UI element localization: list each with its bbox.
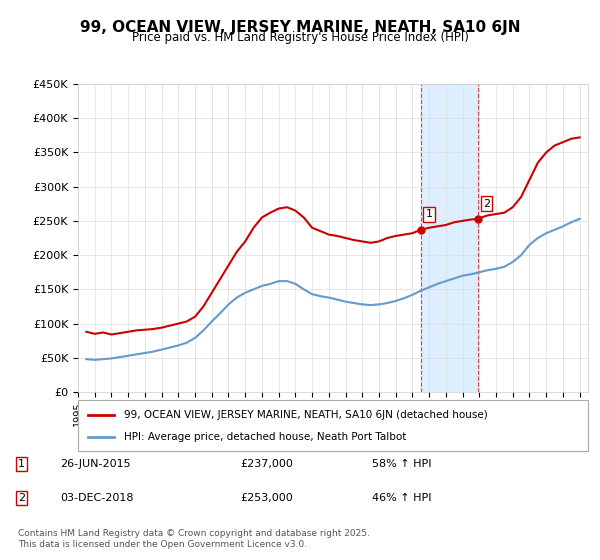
Text: 2: 2 [18,493,25,503]
Text: 1: 1 [18,459,25,469]
Text: Price paid vs. HM Land Registry's House Price Index (HPI): Price paid vs. HM Land Registry's House … [131,31,469,44]
Text: 03-DEC-2018: 03-DEC-2018 [60,493,133,503]
Text: HPI: Average price, detached house, Neath Port Talbot: HPI: Average price, detached house, Neat… [124,432,406,442]
FancyBboxPatch shape [78,400,588,451]
Text: 46% ↑ HPI: 46% ↑ HPI [372,493,431,503]
Text: 99, OCEAN VIEW, JERSEY MARINE, NEATH, SA10 6JN: 99, OCEAN VIEW, JERSEY MARINE, NEATH, SA… [80,20,520,35]
Text: 2: 2 [483,198,490,208]
Text: £253,000: £253,000 [240,493,293,503]
Bar [421,84,478,392]
Text: 58% ↑ HPI: 58% ↑ HPI [372,459,431,469]
Text: 1: 1 [425,209,433,220]
Text: £237,000: £237,000 [240,459,293,469]
Text: Contains HM Land Registry data © Crown copyright and database right 2025.
This d: Contains HM Land Registry data © Crown c… [18,529,370,549]
Text: 26-JUN-2015: 26-JUN-2015 [60,459,131,469]
Text: 99, OCEAN VIEW, JERSEY MARINE, NEATH, SA10 6JN (detached house): 99, OCEAN VIEW, JERSEY MARINE, NEATH, SA… [124,409,488,419]
